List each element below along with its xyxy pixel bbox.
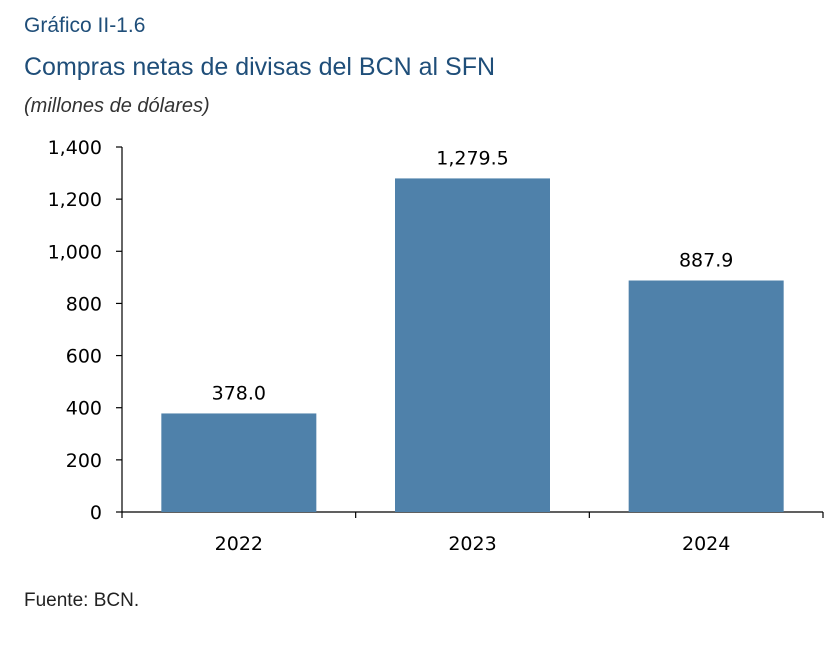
y-tick-label: 0 (90, 502, 102, 524)
y-tick-label: 800 (66, 293, 102, 315)
data-label-2024: 887.9 (679, 250, 733, 272)
bars (161, 178, 784, 512)
figure-number: Gráfico II-1.6 (24, 14, 146, 37)
data-labels: 378.0 1,279.5 887.9 (212, 147, 734, 404)
bar-2024 (628, 280, 784, 512)
bar-2022 (161, 413, 317, 512)
x-tick-label-2022: 2022 (215, 533, 263, 555)
x-tick-label-2023: 2023 (448, 533, 496, 555)
source-note: Fuente: BCN. (24, 590, 140, 611)
bar-2023 (395, 178, 550, 512)
chart-subtitle: (millones de dólares) (24, 95, 210, 117)
y-tick-label: 200 (66, 450, 102, 472)
y-tick-label: 400 (66, 398, 102, 420)
y-tick-label: 1,200 (48, 189, 102, 211)
x-axis: 2022 2023 2024 (121, 511, 824, 555)
y-axis: 0 200 400 600 800 1,000 1,200 1,400 (48, 137, 123, 524)
y-tick-label: 1,000 (48, 241, 102, 263)
data-label-2022: 378.0 (212, 382, 266, 404)
y-tick-label: 600 (66, 346, 102, 368)
data-label-2023: 1,279.5 (436, 147, 509, 169)
chart-title: Compras netas de divisas del BCN al SFN (24, 53, 496, 81)
x-tick-label-2024: 2024 (682, 533, 730, 555)
y-tick-label: 1,400 (48, 137, 102, 159)
